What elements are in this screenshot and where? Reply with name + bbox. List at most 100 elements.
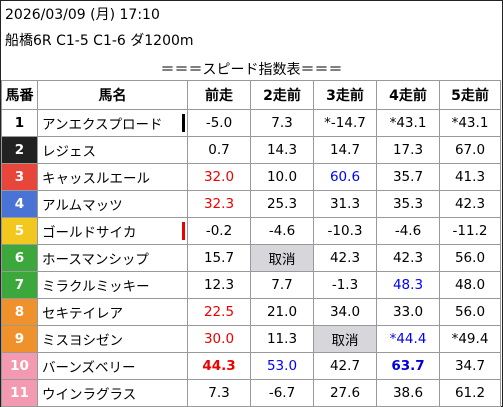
speed-value: 14.7 — [313, 136, 377, 164]
horse-name: バーンズベリー — [37, 352, 188, 380]
col-header-last: 前走 — [187, 80, 251, 110]
col-header-number: 馬番 — [1, 80, 38, 110]
speed-value: 48.3 — [376, 271, 440, 299]
speed-value: 15.7 — [187, 244, 251, 272]
speed-value: 41.3 — [439, 163, 501, 191]
speed-value: 42.3 — [313, 244, 377, 272]
speed-value: -10.3 — [313, 217, 377, 245]
table-row: 5 ゴールドサイカ -0.2 -4.6 -10.3 -4.6 -11.2 — [1, 217, 501, 245]
speed-value: -4.6 — [376, 217, 440, 245]
speed-value: *44.4 — [376, 325, 440, 353]
speed-value: 17.3 — [376, 136, 440, 164]
speed-value: 60.6 — [313, 163, 377, 191]
speed-value: -11.2 — [439, 217, 501, 245]
col-header-4back: 4走前 — [376, 80, 440, 110]
horse-number: 5 — [1, 217, 38, 245]
speed-value: 0.7 — [187, 136, 251, 164]
table-row: 6 ホースマンシップ 15.7 取消 42.3 42.3 56.0 — [1, 244, 501, 272]
table-row: 2 レジェス 0.7 14.3 14.7 17.3 67.0 — [1, 136, 501, 164]
horse-number: 7 — [1, 271, 38, 299]
speed-value: 34.0 — [313, 298, 377, 326]
marker-bar — [182, 222, 185, 240]
speed-value: 32.0 — [187, 163, 251, 191]
scratched-cell: 取消 — [313, 325, 377, 353]
col-header-5back: 5走前 — [439, 80, 501, 110]
horse-name: キャッスルエール — [37, 163, 188, 191]
speed-value: 42.7 — [313, 352, 377, 380]
table-row: 1 アンエクスプロード -5.0 7.3 *-14.7 *43.1 *43.1 — [1, 109, 501, 137]
speed-value: 21.0 — [250, 298, 314, 326]
speed-value: 42.3 — [439, 190, 501, 218]
table-row: 4 アルムマッツ 32.3 25.3 31.3 35.3 42.3 — [1, 190, 501, 218]
speed-value: -0.2 — [187, 217, 251, 245]
speed-value: 22.5 — [187, 298, 251, 326]
speed-value: -6.7 — [250, 379, 314, 407]
horse-number: 1 — [1, 109, 38, 137]
speed-value: 56.0 — [439, 244, 501, 272]
speed-value: 30.0 — [187, 325, 251, 353]
table-row: 9 ミスヨシゼン 30.0 11.3 取消 *44.4 *49.4 — [1, 325, 501, 353]
speed-value: *43.1 — [376, 109, 440, 137]
horse-number: 6 — [1, 244, 38, 272]
horse-name: ウインラグラス — [37, 379, 188, 407]
horse-name: レジェス — [37, 136, 188, 164]
horse-name: ミスヨシゼン — [37, 325, 188, 353]
speed-value: 32.3 — [187, 190, 251, 218]
horse-name: ゴールドサイカ — [42, 225, 137, 241]
speed-value: -4.6 — [250, 217, 314, 245]
table-row: 10 バーンズベリー 44.3 53.0 42.7 63.7 34.7 — [1, 352, 501, 380]
speed-value: 42.3 — [376, 244, 440, 272]
speed-value: 33.0 — [376, 298, 440, 326]
speed-value: 53.0 — [250, 352, 314, 380]
horse-number: 9 — [1, 325, 38, 353]
race-info: 船橋6R C1-5 C1-6 ダ1200m — [5, 33, 194, 49]
speed-value: 14.3 — [250, 136, 314, 164]
horse-number: 3 — [1, 163, 38, 191]
speed-value: 67.0 — [439, 136, 501, 164]
table-row: 11 ウインラグラス 7.3 -6.7 27.6 38.6 61.2 — [1, 379, 501, 407]
speed-value: 10.0 — [250, 163, 314, 191]
speed-value: 12.3 — [187, 271, 251, 299]
speed-value: 44.3 — [187, 352, 251, 380]
col-header-name: 馬名 — [37, 80, 188, 110]
speed-value: 25.3 — [250, 190, 314, 218]
speed-value: 35.7 — [376, 163, 440, 191]
table-row: 8 セキテイレア 22.5 21.0 34.0 33.0 56.0 — [1, 298, 501, 326]
speed-value: 7.3 — [187, 379, 251, 407]
speed-value: -1.3 — [313, 271, 377, 299]
speed-value: 61.2 — [439, 379, 501, 407]
speed-value: 31.3 — [313, 190, 377, 218]
horse-name: アンエクスプロード — [42, 117, 163, 133]
speed-value: 56.0 — [439, 298, 501, 326]
table-row: 7 ミラクルミッキー 12.3 7.7 -1.3 48.3 48.0 — [1, 271, 501, 299]
speed-value: 38.6 — [376, 379, 440, 407]
horse-name: セキテイレア — [37, 298, 188, 326]
horse-name: ミラクルミッキー — [37, 271, 188, 299]
horse-number: 10 — [1, 352, 38, 380]
horse-number: 8 — [1, 298, 38, 326]
table-row: 3 キャッスルエール 32.0 10.0 60.6 35.7 41.3 — [1, 163, 501, 191]
speed-value: 34.7 — [439, 352, 501, 380]
speed-value: 11.3 — [250, 325, 314, 353]
horse-name: アルムマッツ — [37, 190, 188, 218]
race-datetime: 2026/03/09 (月) 17:10 — [5, 7, 160, 23]
speed-value: 48.0 — [439, 271, 501, 299]
horse-number: 2 — [1, 136, 38, 164]
speed-value: 63.7 — [376, 352, 440, 380]
scratched-cell: 取消 — [250, 244, 314, 272]
table-title: ＝＝＝スピード指数表＝＝＝ — [160, 62, 343, 78]
speed-index-table: 馬番 馬名 前走 2走前 3走前 4走前 5走前 1 アンエクスプロード -5.… — [1, 80, 501, 407]
table-header-row: 馬番 馬名 前走 2走前 3走前 4走前 5走前 — [1, 80, 501, 110]
horse-number: 11 — [1, 379, 38, 407]
horse-number: 4 — [1, 190, 38, 218]
speed-value: 35.3 — [376, 190, 440, 218]
speed-value: *49.4 — [439, 325, 501, 353]
speed-value: 7.7 — [250, 271, 314, 299]
speed-value: -5.0 — [187, 109, 251, 137]
marker-bar — [182, 114, 185, 132]
speed-value: *43.1 — [439, 109, 501, 137]
speed-value: 7.3 — [250, 109, 314, 137]
horse-name: ホースマンシップ — [37, 244, 188, 272]
col-header-3back: 3走前 — [313, 80, 377, 110]
col-header-2back: 2走前 — [250, 80, 314, 110]
